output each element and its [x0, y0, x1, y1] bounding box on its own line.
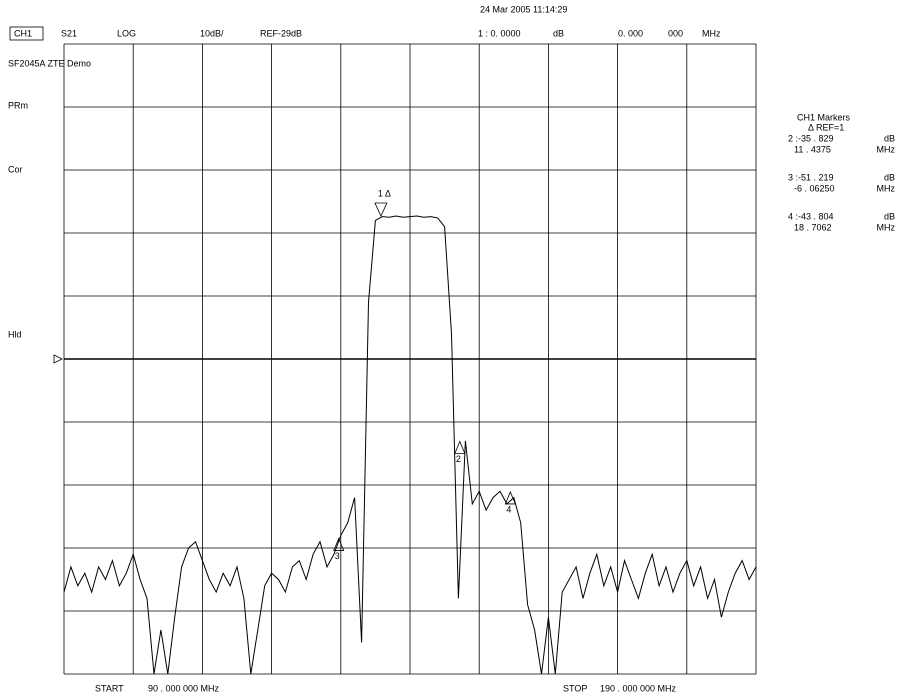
channel-box — [9, 26, 44, 41]
stop-label: STOP — [563, 683, 587, 693]
header-text: 0. 000 — [618, 28, 643, 38]
start-value: 90 . 000 000 MHz — [148, 683, 220, 693]
header-text: 10dB/ — [200, 28, 224, 38]
marker-label: 1 Δ — [378, 188, 391, 198]
marker-label: 4 — [506, 504, 511, 514]
reference-pointer — [53, 354, 63, 364]
header-text: CH1 — [14, 28, 32, 38]
readout-unit: dB — [884, 172, 895, 182]
marker-label: 2 — [456, 454, 461, 464]
marker — [333, 537, 345, 551]
side-label: Cor — [8, 164, 23, 174]
readout-value: -6 . 06250 — [794, 183, 835, 193]
side-label: PRm — [8, 100, 28, 110]
readout-value: 4 :-43 . 804 — [788, 211, 834, 221]
readout-value: 3 :-51 . 219 — [788, 172, 834, 182]
readout-value: 11 . 4375 — [794, 144, 831, 154]
header-text: LOG — [117, 28, 136, 38]
header-text: MHz — [702, 28, 721, 38]
readout-unit: MHz — [877, 144, 896, 154]
marker-label: 3 — [335, 551, 340, 561]
readout-unit: dB — [884, 211, 895, 221]
marker — [504, 490, 516, 505]
side-label: Hld — [8, 329, 22, 339]
readout-value: 2 :-35 . 829 — [788, 133, 834, 143]
stop-value: 190 . 000 000 MHz — [600, 683, 677, 693]
header-text: 000 — [668, 28, 683, 38]
marker — [374, 202, 388, 217]
header-text: 1 : 0. 0000 — [478, 28, 521, 38]
readout-unit: MHz — [877, 222, 896, 232]
header-text: dB — [553, 28, 564, 38]
readout-unit: dB — [884, 133, 895, 143]
date: 24 Mar 2005 11:14:29 — [480, 4, 567, 14]
header-text: REF-29dB — [260, 28, 302, 38]
marker — [454, 440, 466, 454]
readout-unit: MHz — [877, 183, 896, 193]
readout-title: CH1 Markers — [797, 112, 851, 122]
header-text: S21 — [61, 28, 77, 38]
readout-value: 18 . 7062 — [794, 222, 832, 232]
side-label: SF2045A ZTE Demo — [8, 58, 91, 68]
start-label: START — [95, 683, 124, 693]
trace — [63, 215, 757, 675]
readout-ref: Δ REF=1 — [808, 122, 844, 132]
